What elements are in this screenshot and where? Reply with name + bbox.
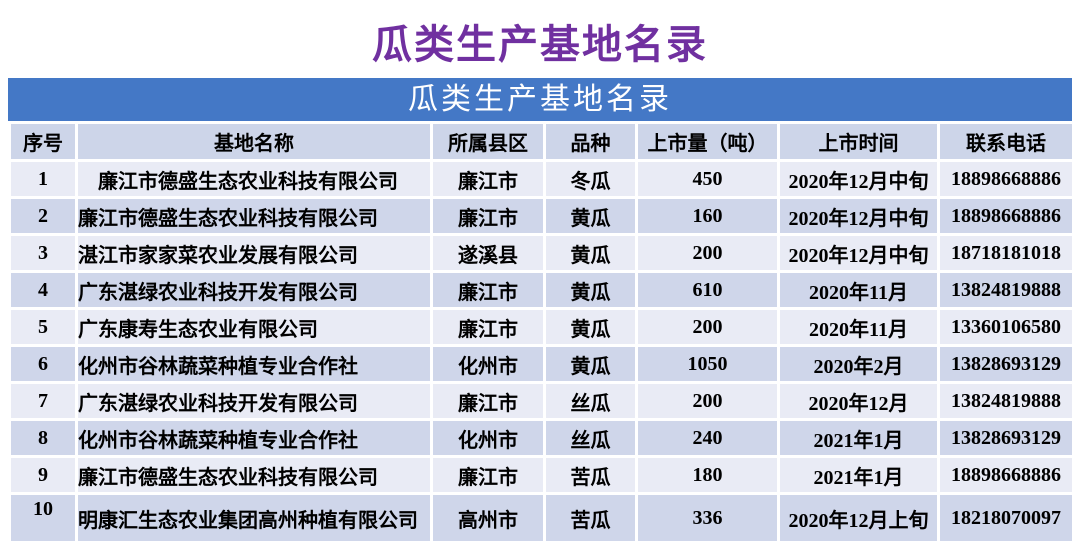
cell-base-name: 廉江市德盛生态农业科技有限公司: [75, 196, 433, 236]
column-header-serial: 序号: [8, 121, 78, 162]
cell-phone: 13824819888: [937, 270, 1075, 310]
directory-table-section: 瓜类生产基地名录 序号 基地名称 所属县区 品种 上市量（吨） 上市时间 联系电话 1 廉江…: [8, 78, 1075, 544]
cell-serial: 2: [8, 196, 78, 236]
cell-variety: 苦瓜: [543, 492, 638, 544]
cell-volume: 336: [635, 492, 780, 544]
cell-listing-time: 2020年11月: [777, 270, 940, 310]
table-row: 8 化州市谷林蔬菜种植专业合作社 化州市 丝瓜 240 2021年1月 1382869312…: [8, 418, 1075, 458]
table-row: 1 廉江市德盛生态农业科技有限公司 廉江市 冬瓜 450 2020年12月中旬 18898…: [8, 159, 1075, 199]
cell-serial: 5: [8, 307, 78, 347]
cell-serial: 3: [8, 233, 78, 273]
cell-district: 化州市: [430, 418, 546, 458]
cell-serial: 7: [8, 381, 78, 421]
table-banner: 瓜类生产基地名录: [8, 78, 1072, 121]
cell-district: 化州市: [430, 344, 546, 384]
cell-variety: 丝瓜: [543, 418, 638, 458]
cell-volume: 450: [635, 159, 780, 199]
cell-serial: 1: [8, 159, 78, 199]
cell-base-name: 化州市谷林蔬菜种植专业合作社: [75, 344, 433, 384]
cell-base-name: 广东湛绿农业科技开发有限公司: [75, 381, 433, 421]
cell-variety: 苦瓜: [543, 455, 638, 495]
base-directory-table: 序号 基地名称 所属县区 品种 上市量（吨） 上市时间 联系电话 1 廉江市德盛生态农业科技…: [8, 121, 1075, 544]
cell-phone: 13360106580: [937, 307, 1075, 347]
cell-base-name: 广东康寿生态农业有限公司: [75, 307, 433, 347]
cell-serial: 10: [8, 492, 78, 544]
table-row: 4 广东湛绿农业科技开发有限公司 廉江市 黄瓜 610 2020年11月 138248198…: [8, 270, 1075, 310]
cell-district: 廉江市: [430, 196, 546, 236]
cell-volume: 240: [635, 418, 780, 458]
cell-district: 廉江市: [430, 455, 546, 495]
cell-phone: 13828693129: [937, 418, 1075, 458]
cell-variety: 丝瓜: [543, 381, 638, 421]
cell-variety: 黄瓜: [543, 307, 638, 347]
column-header-listing-time: 上市时间: [777, 121, 940, 162]
column-header-district: 所属县区: [430, 121, 546, 162]
cell-listing-time: 2021年1月: [777, 455, 940, 495]
cell-listing-time: 2020年12月中旬: [777, 159, 940, 199]
table-row: 5 广东康寿生态农业有限公司 廉江市 黄瓜 200 2020年11月 13360106580: [8, 307, 1075, 347]
cell-listing-time: 2020年12月上旬: [777, 492, 940, 544]
cell-listing-time: 2020年12月中旬: [777, 196, 940, 236]
cell-base-name: 湛江市家家菜农业发展有限公司: [75, 233, 433, 273]
cell-base-name: 广东湛绿农业科技开发有限公司: [75, 270, 433, 310]
cell-serial: 8: [8, 418, 78, 458]
cell-volume: 200: [635, 233, 780, 273]
cell-listing-time: 2020年2月: [777, 344, 940, 384]
cell-variety: 黄瓜: [543, 270, 638, 310]
cell-variety: 冬瓜: [543, 159, 638, 199]
column-header-volume: 上市量（吨）: [635, 121, 780, 162]
table-banner-title: 瓜类生产基地名录: [408, 83, 672, 116]
table-row: 2 廉江市德盛生态农业科技有限公司 廉江市 黄瓜 160 2020年12月中旬 188986…: [8, 196, 1075, 236]
cell-base-name: 廉江市德盛生态农业科技有限公司: [75, 159, 433, 199]
cell-listing-time: 2020年12月: [777, 381, 940, 421]
column-header-base-name: 基地名称: [75, 121, 433, 162]
cell-volume: 160: [635, 196, 780, 236]
table-header-row: 序号 基地名称 所属县区 品种 上市量（吨） 上市时间 联系电话: [8, 121, 1075, 162]
cell-variety: 黄瓜: [543, 344, 638, 384]
page-title: 瓜类生产基地名录: [372, 22, 708, 67]
cell-variety: 黄瓜: [543, 233, 638, 273]
cell-phone: 18898668886: [937, 455, 1075, 495]
cell-phone: 13828693129: [937, 344, 1075, 384]
table-row: 7 广东湛绿农业科技开发有限公司 廉江市 丝瓜 200 2020年12月 138248198…: [8, 381, 1075, 421]
cell-base-name: 廉江市德盛生态农业科技有限公司: [75, 455, 433, 495]
cell-listing-time: 2020年12月中旬: [777, 233, 940, 273]
column-header-variety: 品种: [543, 121, 638, 162]
table-body: 1 廉江市德盛生态农业科技有限公司 廉江市 冬瓜 450 2020年12月中旬 18898…: [8, 159, 1075, 544]
cell-phone: 18218070097: [937, 492, 1075, 544]
cell-variety: 黄瓜: [543, 196, 638, 236]
table-row: 3 湛江市家家菜农业发展有限公司 遂溪县 黄瓜 200 2020年12月中旬 1871818…: [8, 233, 1075, 273]
cell-serial: 4: [8, 270, 78, 310]
cell-volume: 1050: [635, 344, 780, 384]
cell-base-name: 明康汇生态农业集团高州种植有限公司: [75, 492, 433, 544]
cell-phone: 13824819888: [937, 381, 1075, 421]
cell-district: 廉江市: [430, 159, 546, 199]
cell-phone: 18898668886: [937, 196, 1075, 236]
cell-volume: 200: [635, 381, 780, 421]
column-header-phone: 联系电话: [937, 121, 1075, 162]
cell-district: 高州市: [430, 492, 546, 544]
cell-serial: 6: [8, 344, 78, 384]
cell-district: 廉江市: [430, 307, 546, 347]
table-row: 9 廉江市德盛生态农业科技有限公司 廉江市 苦瓜 180 2021年1月 188986688…: [8, 455, 1075, 495]
cell-listing-time: 2021年1月: [777, 418, 940, 458]
cell-volume: 180: [635, 455, 780, 495]
table-row: 10 明康汇生态农业集团高州种植有限公司 高州市 苦瓜 336 2020年12月上旬 182…: [8, 492, 1075, 544]
cell-volume: 610: [635, 270, 780, 310]
cell-district: 遂溪县: [430, 233, 546, 273]
cell-listing-time: 2020年11月: [777, 307, 940, 347]
cell-district: 廉江市: [430, 381, 546, 421]
cell-volume: 200: [635, 307, 780, 347]
table-row: 6 化州市谷林蔬菜种植专业合作社 化州市 黄瓜 1050 2020年2月 138286931…: [8, 344, 1075, 384]
cell-serial: 9: [8, 455, 78, 495]
cell-base-name: 化州市谷林蔬菜种植专业合作社: [75, 418, 433, 458]
cell-district: 廉江市: [430, 270, 546, 310]
cell-phone: 18718181018: [937, 233, 1075, 273]
cell-phone: 18898668886: [937, 159, 1075, 199]
